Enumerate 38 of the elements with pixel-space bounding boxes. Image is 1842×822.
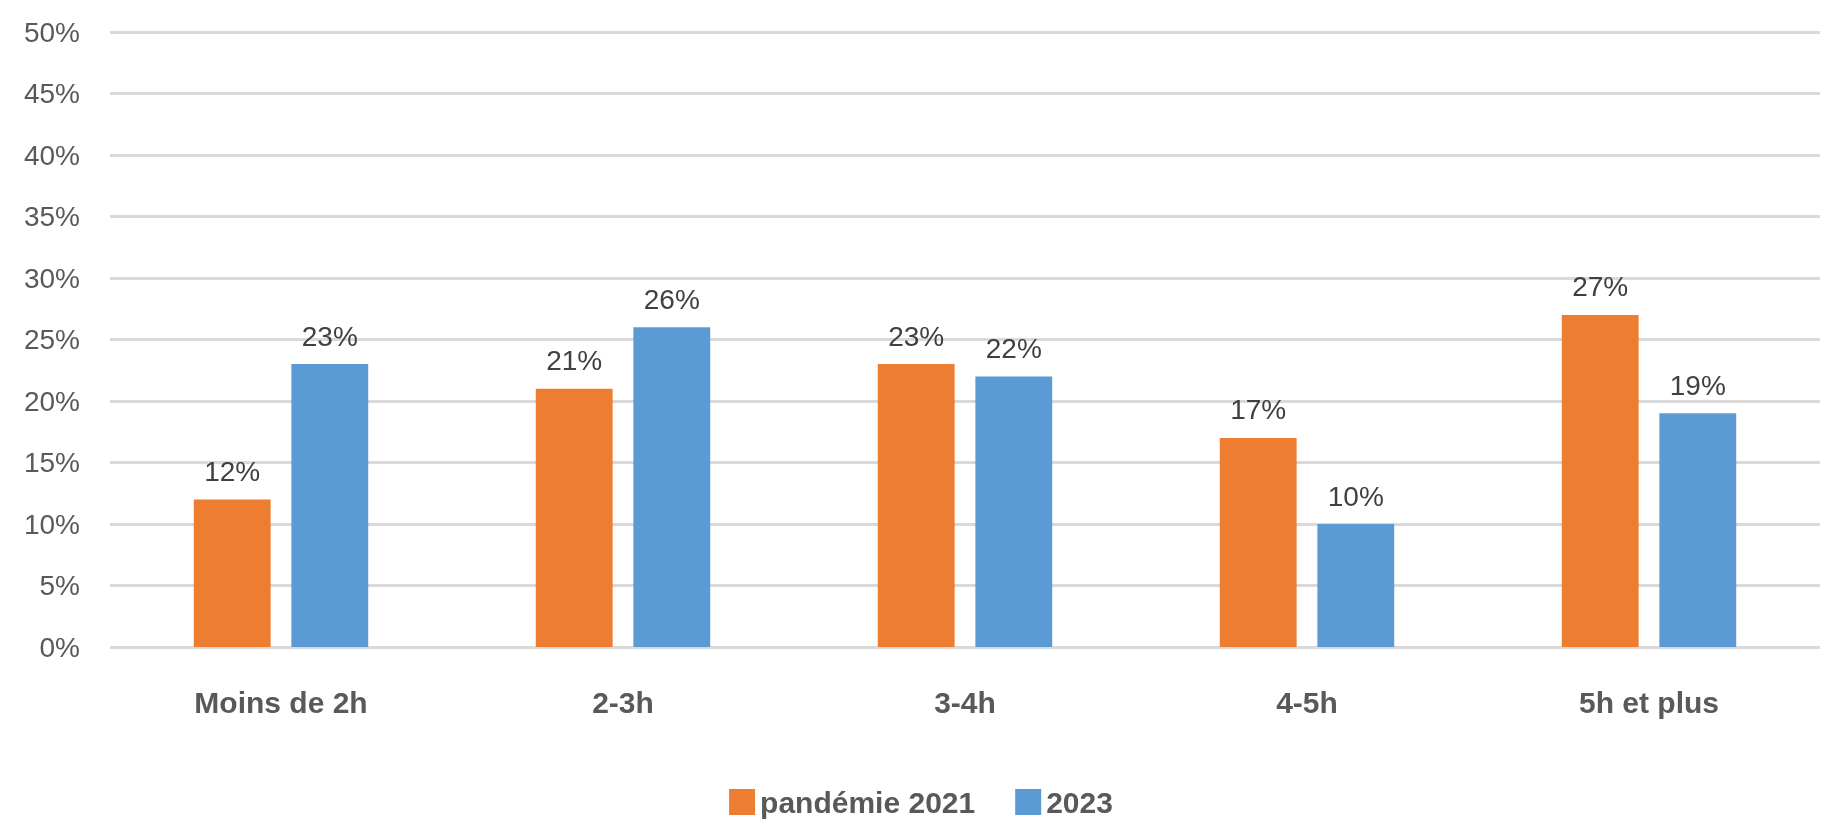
bar <box>291 364 369 647</box>
data-label: 17% <box>1230 394 1287 426</box>
data-label: 22% <box>985 332 1042 364</box>
y-tick-label: 25% <box>23 324 80 355</box>
bar <box>1317 524 1395 647</box>
y-tick-label: 45% <box>23 78 80 109</box>
bar <box>1659 413 1737 647</box>
bar <box>1561 314 1639 647</box>
y-tick-label: 50% <box>23 16 80 48</box>
data-label: 27% <box>1572 271 1629 303</box>
legend-label: 2023 <box>1046 785 1113 819</box>
y-tick-label: 15% <box>23 447 80 478</box>
y-tick-label: 0% <box>39 631 80 663</box>
bar <box>877 364 955 647</box>
x-tick-label: Moins de 2h <box>194 685 368 719</box>
bar <box>193 499 271 647</box>
data-label: 12% <box>204 455 261 487</box>
y-tick-label: 10% <box>23 508 80 540</box>
x-tick-label: 4-5h <box>1276 685 1338 719</box>
bar <box>633 327 711 647</box>
x-tick-label: 2-3h <box>592 685 654 719</box>
bar <box>535 388 613 647</box>
y-tick-label: 30% <box>23 262 80 294</box>
x-tick-label: 3-4h <box>934 685 996 719</box>
bar <box>1219 437 1297 647</box>
bar <box>975 376 1053 647</box>
y-tick-label: 40% <box>23 139 80 171</box>
data-label: 23% <box>888 320 945 352</box>
y-tick-label: 5% <box>39 570 80 601</box>
x-tick-label: 5h et plus <box>1578 685 1720 719</box>
y-tick-label: 20% <box>23 385 80 417</box>
data-label: 21% <box>546 345 603 377</box>
data-label: 10% <box>1327 480 1384 512</box>
legend-label: pandémie 2021 <box>760 785 976 819</box>
data-label: 19% <box>1669 369 1726 401</box>
data-label: 23% <box>301 320 358 352</box>
y-tick-label: 35% <box>23 201 80 232</box>
data-label: 26% <box>643 283 700 315</box>
